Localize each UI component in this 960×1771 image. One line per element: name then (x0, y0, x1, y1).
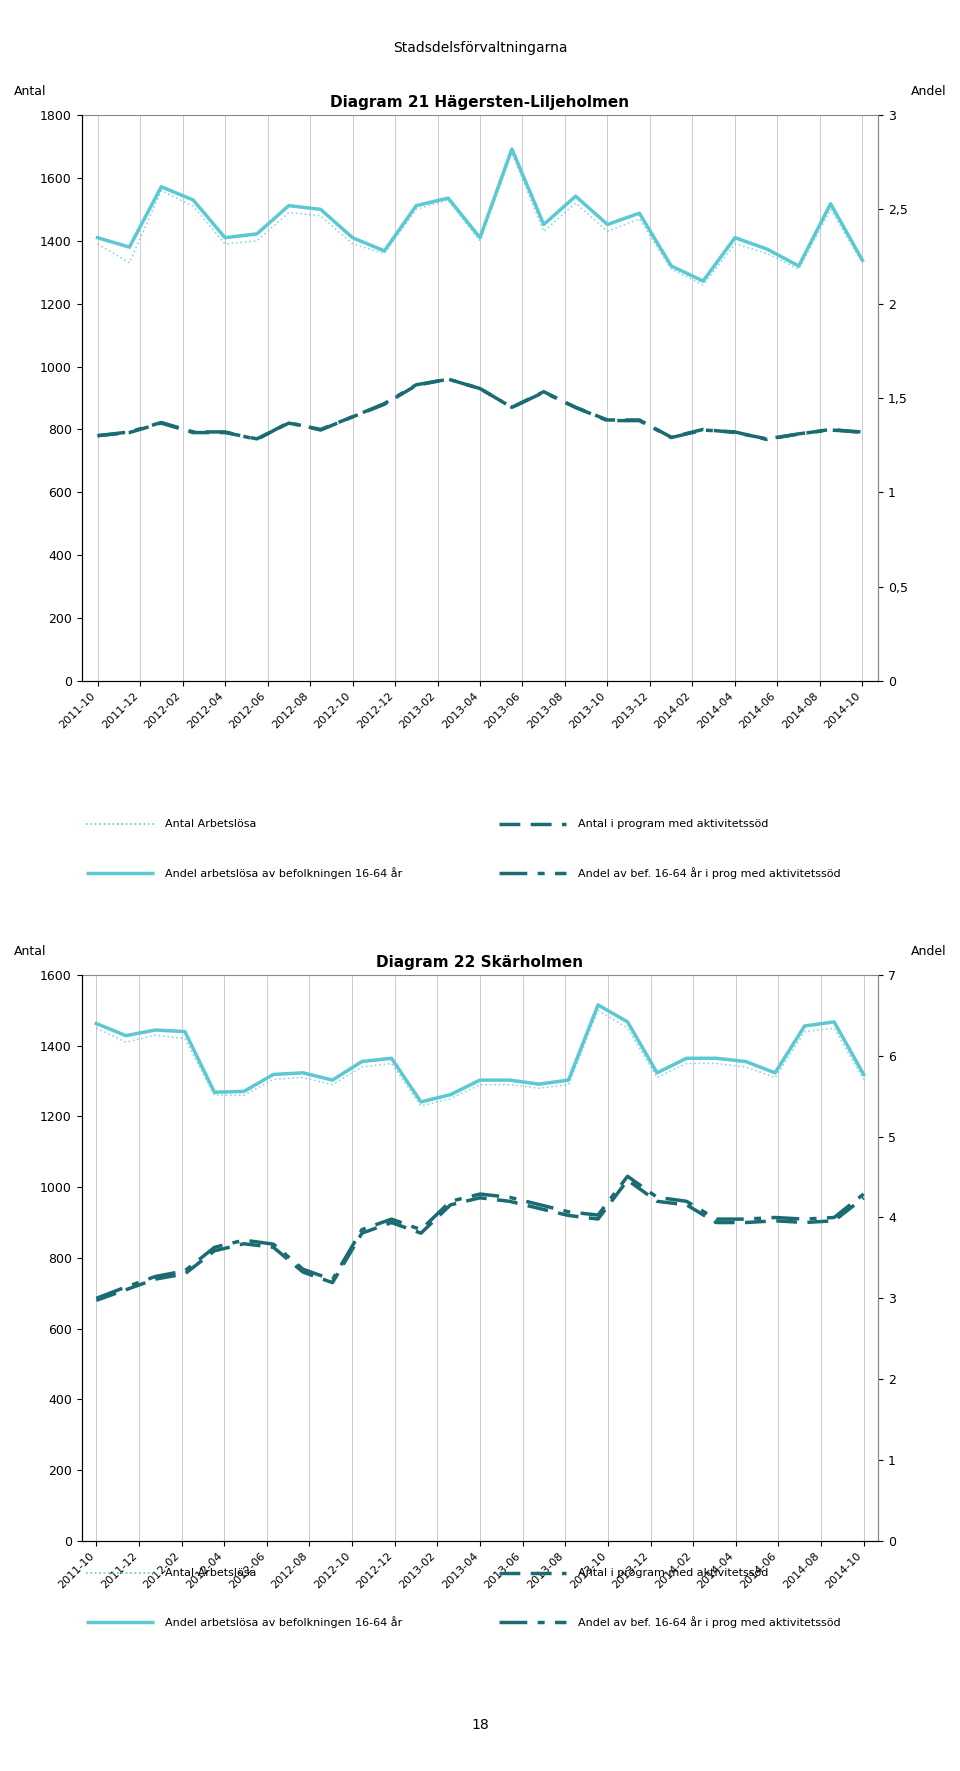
Text: Andel av bef. 16-64 år i prog med aktivitetssöd: Andel av bef. 16-64 år i prog med aktivi… (578, 868, 841, 878)
Text: Antal Arbetslösa: Antal Arbetslösa (165, 818, 256, 829)
Text: Andel: Andel (910, 85, 947, 97)
Title: Diagram 22 Skärholmen: Diagram 22 Skärholmen (376, 955, 584, 971)
Text: Antal i program med aktivitetssöd: Antal i program med aktivitetssöd (578, 1567, 768, 1578)
Text: Andel av bef. 16-64 år i prog med aktivitetssöd: Andel av bef. 16-64 år i prog med aktivi… (578, 1617, 841, 1628)
Text: 18: 18 (471, 1718, 489, 1732)
Text: Antal: Antal (13, 946, 46, 958)
Text: Andel arbetslösa av befolkningen 16-64 år: Andel arbetslösa av befolkningen 16-64 å… (165, 1617, 402, 1628)
Text: Antal: Antal (13, 85, 46, 97)
Title: Diagram 21 Hägersten-Liljeholmen: Diagram 21 Hägersten-Liljeholmen (330, 96, 630, 110)
Text: Andel: Andel (910, 946, 947, 958)
Text: Antal i program med aktivitetssöd: Antal i program med aktivitetssöd (578, 818, 768, 829)
Text: Antal Arbetslösa: Antal Arbetslösa (165, 1567, 256, 1578)
Text: Andel arbetslösa av befolkningen 16-64 år: Andel arbetslösa av befolkningen 16-64 å… (165, 868, 402, 878)
Text: Stadsdelsförvaltningarna: Stadsdelsförvaltningarna (393, 41, 567, 55)
